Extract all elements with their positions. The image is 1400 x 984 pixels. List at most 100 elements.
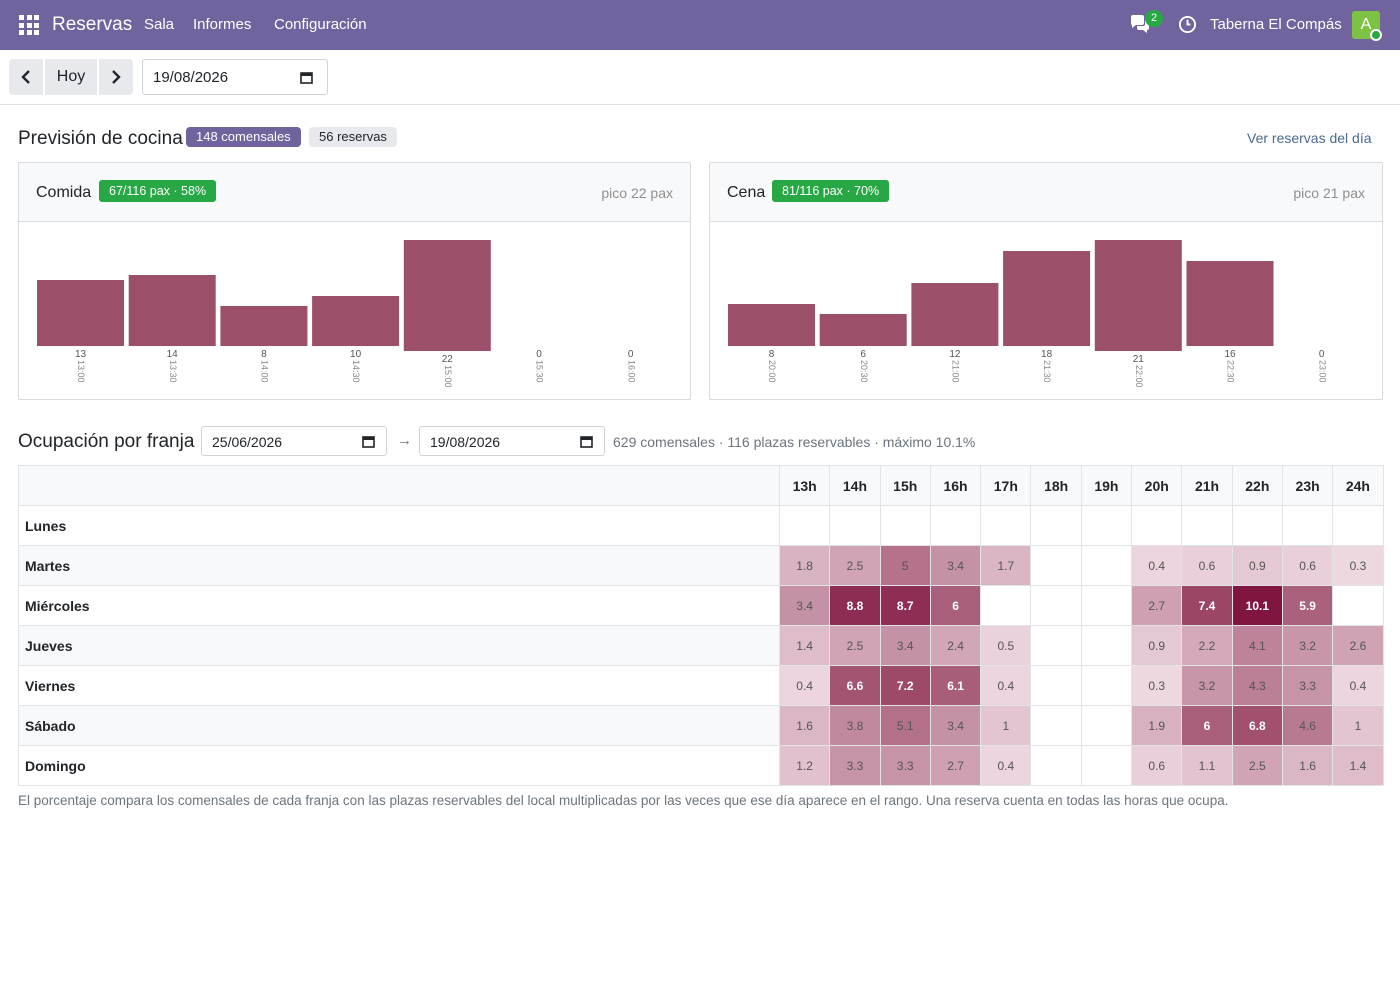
lunch-time-label: 13:00: [76, 360, 86, 383]
menu-item-configuracion[interactable]: Configuración: [274, 16, 367, 33]
heatmap-cell: 0.3: [1131, 665, 1183, 706]
hour-header: 13h: [778, 465, 831, 506]
dinner-bar: [728, 304, 815, 346]
heatmap-cell: 0.4: [980, 665, 1032, 706]
heatmap-cell: 0.9: [1231, 545, 1283, 586]
dinner-value-label: 6: [860, 349, 866, 360]
today-button[interactable]: Hoy: [45, 59, 97, 95]
heatmap-cell: 2.6: [1332, 625, 1384, 666]
dinner-time-label: 20:00: [767, 360, 777, 383]
clock-icon[interactable]: [1178, 15, 1197, 34]
forecast-title: Previsión de cocina: [18, 128, 183, 149]
heatmap-cell: [1131, 505, 1183, 546]
heatmap-cell: 1: [1332, 705, 1384, 746]
heatmap-header-row: 13h 14h 15h 16h 17h 18h 19h 20h 21h 22h 23h 24h: [18, 465, 1384, 506]
lunch-value-label: 10: [350, 349, 362, 360]
heatmap-cell: [1030, 585, 1082, 626]
heatmap-cell: 2.7: [929, 745, 982, 786]
lunch-title: Comida: [36, 184, 92, 201]
heatmap-row: Sábado 1.6 3.8 5.1 3.4 1 1.9 6 6.8 4.6 1: [18, 705, 1384, 746]
heatmap-cell: 1: [980, 705, 1032, 746]
hour-header: 24h: [1332, 465, 1384, 506]
lunch-time-label: 14:30: [351, 360, 361, 383]
bookings-badge: 56 reservas: [309, 127, 397, 147]
dinner-time-label: 20:30: [859, 360, 869, 383]
heatmap-cell: 0.3: [1332, 545, 1384, 586]
heatmap-cell: 7.4: [1181, 585, 1233, 626]
dinner-time-label: 22:00: [1134, 365, 1144, 388]
heatmap-cell: 1.6: [1281, 745, 1334, 786]
heatmap-cell: [1080, 745, 1133, 786]
heatmap-cell: [829, 505, 881, 546]
heatmap-cell: 0.4: [980, 745, 1032, 786]
date-range-arrow: →: [397, 432, 412, 449]
heatmap-cell: 0.6: [1281, 545, 1334, 586]
view-day-bookings-link[interactable]: Ver reservas del día: [1247, 130, 1372, 146]
hour-header: 19h: [1080, 465, 1133, 506]
heatmap-cell: [1231, 505, 1283, 546]
weekday-label: Lunes: [18, 505, 780, 546]
weekday-label: Miércoles: [18, 585, 780, 626]
heatmap-cell: 3.3: [879, 745, 931, 786]
control-bar: Hoy 19/08/2026: [0, 50, 1400, 105]
next-day-button[interactable]: [99, 59, 133, 95]
heatmap-cell: 10.1: [1231, 585, 1283, 626]
heatmap-row: Martes 1.8 2.5 5 3.4 1.7 0.4 0.6 0.9 0.6 0.3: [18, 545, 1384, 586]
hour-header: 21h: [1181, 465, 1233, 506]
lunch-bar: [37, 280, 124, 346]
lunch-card: Comida 67/116 pax · 58% pico 22 pax 13 13…: [18, 162, 691, 400]
calendar-icon[interactable]: [362, 435, 375, 448]
heatmap-cell: 6: [1181, 705, 1233, 746]
hour-header: 20h: [1131, 465, 1183, 506]
apps-grid-icon[interactable]: [19, 15, 39, 35]
user-avatar[interactable]: A: [1352, 11, 1380, 39]
dinner-value-label: 21: [1133, 354, 1145, 365]
occupancy-to-date-value: 19/08/2026: [430, 434, 501, 450]
hour-header: 15h: [879, 465, 931, 506]
company-name[interactable]: Taberna El Compás: [1210, 16, 1342, 33]
heatmap-cell: 0.5: [980, 625, 1032, 666]
hour-header: 18h: [1030, 465, 1082, 506]
heatmap-cell: [1030, 625, 1082, 666]
occupancy-from-date-input[interactable]: 25/06/2026: [201, 426, 387, 456]
heatmap-row: Viernes 0.4 6.6 7.2 6.1 0.4 0.3 3.2 4.3 3.3 0.4: [18, 665, 1384, 706]
heatmap-cell: [1030, 705, 1082, 746]
menu-item-informes[interactable]: Informes: [193, 16, 252, 33]
dinner-bar: [1186, 261, 1274, 346]
calendar-icon[interactable]: [580, 435, 593, 448]
heatmap-cell: [1030, 545, 1082, 586]
forecast-date-input[interactable]: 19/08/2026: [142, 59, 328, 95]
dinner-value-label: 0: [1319, 349, 1325, 360]
heatmap-cell: [1332, 585, 1384, 626]
hour-header: 23h: [1281, 465, 1334, 506]
heatmap-cell: 8.8: [829, 585, 881, 626]
heatmap-cell: [1080, 625, 1133, 666]
lunch-bar: [128, 275, 216, 346]
dinner-time-label: 21:30: [1042, 360, 1052, 383]
heatmap-cell: [1030, 505, 1082, 546]
heatmap-cell: [778, 505, 831, 546]
heatmap-cell: [1080, 505, 1133, 546]
heatmap-cell: 0.4: [1332, 665, 1384, 706]
app-title[interactable]: Reservas: [52, 14, 133, 35]
heatmap-row: Jueves 1.4 2.5 3.4 2.4 0.5 0.9 2.2 4.1 3.2 2.6: [18, 625, 1384, 666]
heatmap-cell: 1.7: [980, 545, 1032, 586]
heatmap-cell: 2.7: [1131, 585, 1183, 626]
lunch-value-label: 8: [261, 349, 267, 360]
occupancy-footnote: El porcentaje compara los comensales de …: [18, 793, 1229, 808]
heatmap-cell: 4.6: [1281, 705, 1334, 746]
date-nav-group: Hoy: [9, 59, 133, 95]
heatmap-cell: [1030, 665, 1082, 706]
hour-header: 16h: [929, 465, 982, 506]
menu-item-sala[interactable]: Sala: [144, 16, 175, 33]
heatmap-cell: 5: [879, 545, 931, 586]
lunch-peak: pico 22 pax: [601, 185, 673, 201]
chevron-left-icon: [21, 70, 30, 84]
occupancy-to-date-input[interactable]: 19/08/2026: [419, 426, 605, 456]
previous-day-button[interactable]: [9, 59, 43, 95]
calendar-icon[interactable]: [300, 71, 313, 84]
dinner-peak: pico 21 pax: [1293, 185, 1365, 201]
dinner-time-label: 22:30: [1226, 360, 1236, 383]
heatmap-cell: 1.1: [1181, 745, 1233, 786]
